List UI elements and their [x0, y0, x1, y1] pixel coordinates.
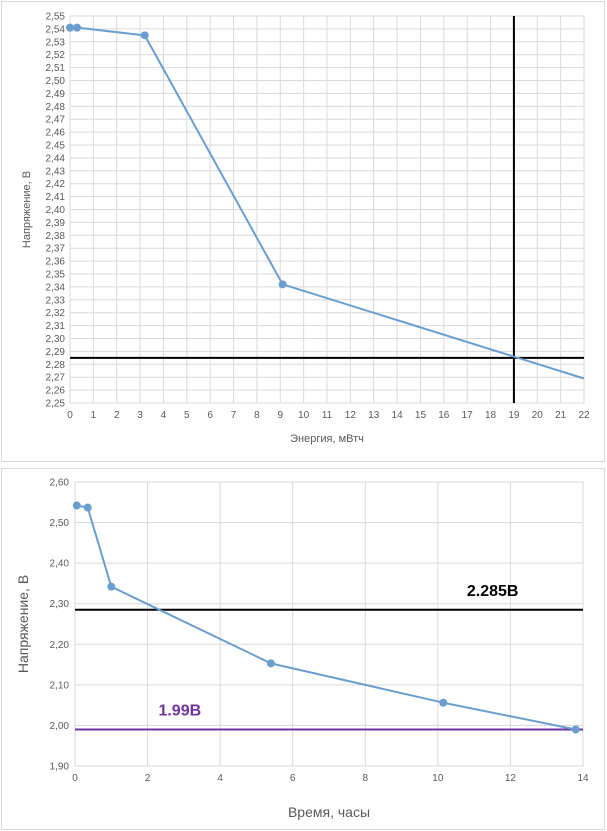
- y-tick-label: 2,44: [46, 153, 66, 164]
- x-tick-label: 20: [532, 410, 544, 421]
- x-tick-label: 2: [145, 773, 151, 784]
- x-tick-label: 13: [368, 410, 380, 421]
- y-tick-label: 2,45: [46, 141, 66, 152]
- y-tick-label: 2,25: [46, 399, 66, 410]
- y-tick-label: 2,49: [46, 89, 66, 100]
- y-tick-label: 2,26: [46, 386, 66, 397]
- x-tick-label: 4: [161, 410, 167, 421]
- y-tick-label: 2,30: [46, 334, 66, 345]
- time-voltage-chart: 0 2 4 6 8 10 12 14 1,90 2,00 2,10 2,20 2,30 2,40 2,50 2…: [15, 478, 589, 821]
- x-tick-label: 2: [114, 410, 120, 421]
- y-tick-label: 2,33: [46, 295, 66, 306]
- y-tick-label: 2,40: [50, 559, 70, 570]
- y-axis-title: Напряжение, В: [15, 575, 31, 673]
- y-tick-label: 2,00: [50, 721, 70, 732]
- chart-panel-time: 0 2 4 6 8 10 12 14 1,90 2,00 2,10 2,20 2,30 2,40 2,50 2…: [1, 468, 605, 830]
- series-line: [76, 504, 576, 731]
- chart-panel-energy: 0 1 2 3 4 5 6 7 8 9 10 11 12 13 14 15 16 17 18 19 20 21 22 2,25…: [1, 1, 605, 462]
- y-tick-label: 2,53: [46, 37, 66, 48]
- y-tick-label: 2,40: [46, 205, 66, 216]
- y-tick-label: 2,35: [46, 270, 66, 281]
- x-tick-label: 10: [432, 773, 444, 784]
- y-tick-label: 2,31: [46, 321, 66, 332]
- y-tick-label: 2,38: [46, 231, 66, 242]
- y-tick-label: 2,50: [46, 76, 66, 87]
- x-tick-label: 14: [577, 773, 589, 784]
- y-tick-label: 2,32: [46, 308, 66, 319]
- y-tick-label: 2,47: [46, 115, 66, 126]
- data-point: [571, 725, 580, 734]
- x-tick-label: 21: [555, 410, 567, 421]
- y-tick-label: 2,51: [46, 63, 66, 74]
- x-tick-label: 11: [322, 410, 333, 421]
- x-axis-title: Энергия, мВтч: [290, 433, 364, 445]
- x-tick-label: 18: [485, 410, 497, 421]
- x-tick-label: 7: [231, 410, 237, 421]
- energy-voltage-chart: 0 1 2 3 4 5 6 7 8 9 10 11 12 13 14 15 16 17 18 19 20 21 222,25…: [21, 12, 590, 446]
- x-tick-label: 5: [184, 410, 190, 421]
- data-point: [439, 698, 448, 707]
- y-tick-label: 2,42: [46, 179, 66, 190]
- y-tick-label: 2,28: [46, 360, 66, 371]
- x-tick-label: 10: [298, 410, 310, 421]
- y-tick-label: 2,36: [46, 257, 66, 268]
- x-tick-label: 6: [207, 410, 213, 421]
- y-tick-label: 2,41: [46, 192, 66, 203]
- y-tick-label: 2,54: [46, 24, 66, 35]
- x-tick-label: 8: [254, 410, 260, 421]
- y-tick-label: 2,46: [46, 128, 66, 139]
- y-tick-label: 2,55: [46, 12, 66, 23]
- y-tick-label: 2,37: [46, 244, 66, 255]
- reference-line-label: 2.285В: [467, 583, 519, 600]
- x-tick-label: 3: [137, 410, 143, 421]
- reference-line-label: 1.99В: [158, 702, 201, 719]
- y-tick-label: 2,27: [46, 373, 66, 384]
- y-tick-label: 2,30: [50, 599, 70, 610]
- data-point: [107, 582, 116, 591]
- data-point: [66, 23, 74, 32]
- data-point: [140, 31, 149, 40]
- y-tick-label: 2,60: [50, 478, 70, 489]
- y-tick-label: 2,39: [46, 218, 66, 229]
- data-point: [83, 503, 92, 512]
- x-tick-label: 16: [438, 410, 450, 421]
- y-tick-label: 2,29: [46, 347, 66, 358]
- x-tick-label: 8: [363, 773, 369, 784]
- y-tick-label: 2,10: [50, 680, 70, 691]
- data-point: [278, 280, 287, 289]
- y-tick-label: 2,20: [50, 640, 70, 651]
- data-point: [72, 501, 81, 510]
- x-tick-label: 17: [462, 410, 474, 421]
- x-tick-label: 22: [578, 410, 590, 421]
- x-tick-label: 0: [67, 410, 73, 421]
- y-tick-label: 1,90: [50, 762, 70, 773]
- y-tick-label: 2,48: [46, 102, 66, 113]
- x-tick-label: 14: [392, 410, 404, 421]
- x-tick-label: 12: [505, 773, 517, 784]
- data-point: [73, 23, 82, 32]
- x-tick-label: 9: [277, 410, 283, 421]
- y-tick-label: 2,43: [46, 166, 66, 177]
- y-tick-label: 2,50: [50, 518, 70, 529]
- y-axis-title: Напряжение, В: [21, 171, 33, 248]
- x-tick-label: 15: [415, 410, 427, 421]
- x-tick-label: 12: [345, 410, 357, 421]
- data-point: [266, 659, 275, 668]
- x-tick-label: 1: [91, 410, 97, 421]
- x-axis-title: Время, часы: [288, 804, 370, 820]
- y-tick-label: 2,52: [46, 50, 66, 61]
- x-tick-label: 4: [217, 773, 223, 784]
- x-tick-label: 6: [290, 773, 296, 784]
- y-tick-label: 2,34: [46, 282, 66, 293]
- x-tick-label: 19: [508, 410, 520, 421]
- x-tick-label: 0: [72, 773, 78, 784]
